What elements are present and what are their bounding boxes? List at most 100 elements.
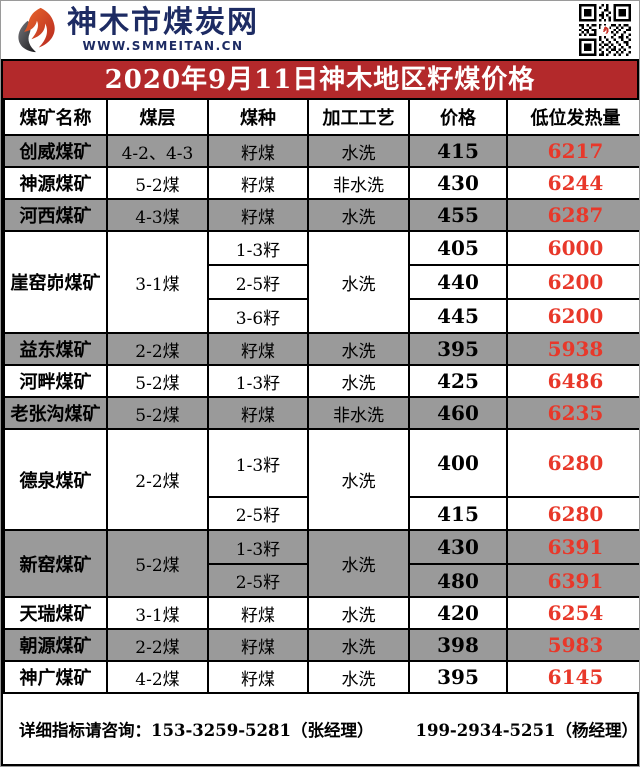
coal-type-cell: 2-5籽	[207, 496, 309, 531]
calorific-cell: 5938	[506, 332, 639, 366]
process-cell: 非水洗	[307, 166, 410, 200]
process-cell: 水洗	[307, 364, 410, 398]
price-cell: 430	[408, 529, 508, 565]
price-cell: 415	[408, 496, 508, 531]
calorific-cell: 6235	[506, 396, 639, 430]
table-row: 3-6籽 445 6200	[4, 298, 639, 334]
calorific-cell: 6287	[506, 198, 639, 232]
coal-seam-cell: 5-2煤	[106, 166, 209, 200]
process-cell: 水洗	[307, 660, 410, 694]
table-row: 天瑞煤矿 3-1煤 籽煤 水洗 420 6254	[3, 596, 639, 630]
qr-code	[579, 4, 631, 56]
table-row: 2-5籽 440 6200	[4, 264, 639, 300]
coal-seam-cell: 5-2煤	[106, 529, 209, 598]
column-header-type: 煤种	[207, 98, 309, 136]
mine-name-cell: 德泉煤矿	[3, 428, 108, 531]
process-cell: 水洗	[307, 230, 410, 334]
process-cell: 水洗	[307, 529, 410, 598]
table-row: 河西煤矿 4-3煤 籽煤 水洗 455 6287	[3, 198, 639, 232]
contact-phone-2: 199-2934-5251（杨经理）	[415, 721, 638, 740]
mine-name-cell: 益东煤矿	[3, 332, 108, 366]
site-url: WWW.SMMEITAN.CN	[82, 39, 244, 54]
calorific-cell: 6254	[506, 596, 639, 630]
mine-name-cell: 崖窑峁煤矿	[3, 230, 108, 334]
price-cell: 405	[408, 230, 508, 266]
coal-seam-cell: 2-2煤	[106, 628, 209, 662]
calorific-cell: 6391	[506, 563, 639, 598]
table-row: 益东煤矿 2-2煤 籽煤 水洗 395 5938	[3, 332, 639, 366]
report-title: 2020年9月11日神木地区籽煤价格	[104, 65, 536, 95]
coal-seam-cell: 4-2煤	[106, 660, 209, 694]
coal-type-cell: 1-3籽	[207, 529, 309, 565]
coal-type-cell: 籽煤	[207, 166, 309, 200]
coal-type-cell: 2-5籽	[207, 563, 309, 598]
mine-name-cell: 神源煤矿	[3, 166, 108, 200]
mine-name-cell: 天瑞煤矿	[3, 596, 108, 630]
column-header-price: 价格	[408, 98, 508, 136]
price-cell: 455	[408, 198, 508, 232]
price-cell: 420	[408, 596, 508, 630]
calorific-cell: 6000	[506, 230, 639, 266]
calorific-cell: 6145	[506, 660, 639, 694]
mine-name-cell: 老张沟煤矿	[3, 396, 108, 430]
coal-type-cell: 1-3籽	[207, 428, 309, 498]
table-row: 神源煤矿 5-2煤 籽煤 非水洗 430 6244	[3, 166, 639, 200]
coal-price-table: 煤矿名称 煤层 煤种 加工工艺 价格 低位发热量 创威煤矿 4-2、4-3 籽煤…	[3, 98, 639, 694]
header-row: 煤矿名称 煤层 煤种 加工工艺 价格 低位发热量	[3, 98, 639, 136]
coal-type-cell: 籽煤	[207, 134, 309, 168]
calorific-cell: 6280	[506, 496, 639, 531]
coal-seam-cell: 5-2煤	[106, 364, 209, 398]
process-cell: 非水洗	[307, 396, 410, 430]
coal-type-cell: 籽煤	[207, 332, 309, 366]
price-cell: 430	[408, 166, 508, 200]
flame-icon	[18, 7, 55, 53]
coal-type-cell: 1-3籽	[207, 230, 309, 266]
coal-seam-cell: 3-1煤	[106, 596, 209, 630]
calorific-cell: 6280	[506, 428, 639, 498]
calorific-cell: 6200	[506, 264, 639, 300]
contact-phone-1: 详细指标请咨询：153-3259-5281（张经理）	[19, 721, 374, 740]
site-header: 神木市煤炭网 WWW.SMMEITAN.CN	[1, 1, 639, 59]
coal-seam-cell: 2-2煤	[106, 428, 209, 531]
contact-footer: 详细指标请咨询：153-3259-5281（张经理） 199-2934-5251…	[3, 694, 638, 764]
title-band: 2020年9月11日神木地区籽煤价格	[3, 61, 637, 98]
price-cell: 395	[408, 660, 508, 694]
table-row: 朝源煤矿 2-2煤 籽煤 水洗 398 5983	[3, 628, 639, 662]
mine-name-cell: 河畔煤矿	[3, 364, 108, 398]
mine-name-cell: 新窑煤矿	[3, 529, 108, 598]
table-row: 神广煤矿 4-2煤 籽煤 水洗 395 6145	[3, 660, 639, 694]
table-row: 德泉煤矿 2-2煤 1-3籽 水洗 400 6280	[3, 428, 639, 531]
price-cell: 425	[408, 364, 508, 398]
process-cell: 水洗	[307, 332, 410, 366]
calorific-cell: 6217	[506, 134, 639, 168]
column-header-process: 加工工艺	[307, 98, 410, 136]
price-cell: 445	[408, 298, 508, 334]
table-row: 崖窑峁煤矿 3-1煤 1-3籽 水洗 405 6000	[3, 230, 639, 334]
price-cell: 395	[408, 332, 508, 366]
calorific-cell: 6244	[506, 166, 639, 200]
price-cell: 440	[408, 264, 508, 300]
column-header-seam: 煤层	[106, 98, 209, 136]
coal-type-cell: 3-6籽	[207, 298, 309, 334]
table-row: 新窑煤矿 5-2煤 1-3籽 水洗 430 6391	[3, 529, 639, 598]
table-row: 2-5籽 480 6391	[4, 563, 639, 598]
coal-seam-cell: 5-2煤	[106, 396, 209, 430]
coal-seam-cell: 3-1煤	[106, 230, 209, 334]
process-cell: 水洗	[307, 198, 410, 232]
calorific-cell: 6200	[506, 298, 639, 334]
mine-name-cell: 河西煤矿	[3, 198, 108, 232]
price-cell: 480	[408, 563, 508, 598]
price-cell: 400	[408, 428, 508, 498]
column-header-calorific: 低位发热量	[506, 98, 639, 136]
column-header-mine: 煤矿名称	[3, 98, 108, 136]
process-cell: 水洗	[307, 628, 410, 662]
table-row: 老张沟煤矿 5-2煤 籽煤 非水洗 460 6235	[3, 396, 639, 430]
coal-type-cell: 1-3籽	[207, 364, 309, 398]
table-row: 创威煤矿 4-2、4-3 籽煤 水洗 415 6217	[3, 134, 639, 168]
process-cell: 水洗	[307, 596, 410, 630]
calorific-cell: 5983	[506, 628, 639, 662]
table-row: 2-5籽 415 6280	[4, 496, 639, 531]
coal-seam-cell: 4-2、4-3	[106, 134, 209, 168]
coal-seam-cell: 4-3煤	[106, 198, 209, 232]
